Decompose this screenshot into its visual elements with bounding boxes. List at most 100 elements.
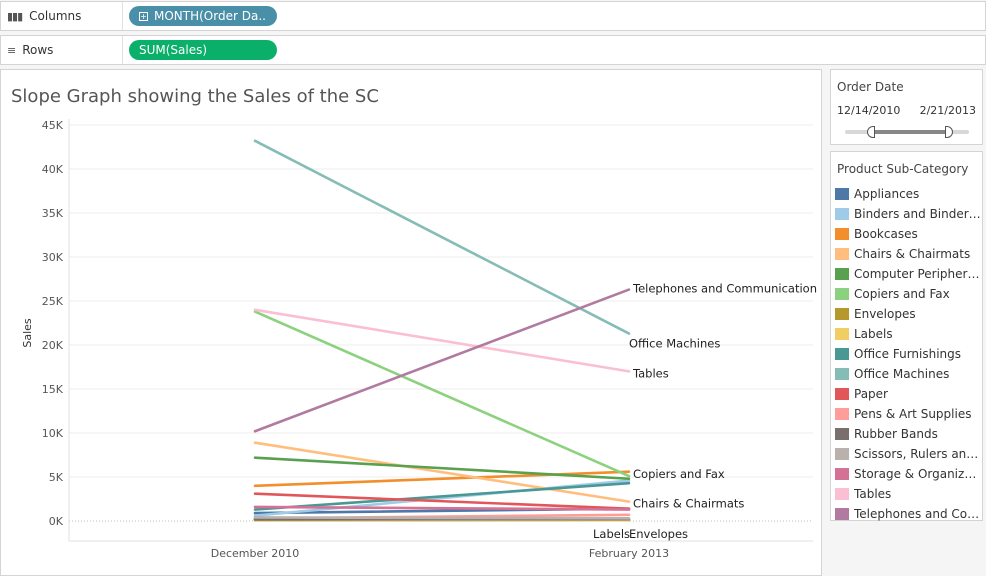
slider-fill bbox=[871, 130, 947, 134]
y-tick-label: 35K bbox=[42, 207, 64, 220]
series-end-label: Labels bbox=[593, 527, 630, 541]
legend-swatch bbox=[835, 368, 849, 380]
order-date-title: Order Date bbox=[837, 80, 904, 94]
series-end-label: Chairs & Chairmats bbox=[633, 497, 744, 511]
x-tick-label: December 2010 bbox=[211, 547, 300, 560]
date-range-slider[interactable] bbox=[845, 126, 969, 138]
legend-swatch bbox=[835, 188, 849, 200]
legend-swatch bbox=[835, 388, 849, 400]
series-line[interactable] bbox=[253, 441, 631, 503]
slider-end-handle[interactable] bbox=[945, 126, 953, 138]
series-end-label: Telephones and Communication bbox=[632, 282, 817, 296]
rows-pill-label: SUM(Sales) bbox=[139, 43, 208, 57]
series-line[interactable] bbox=[253, 456, 631, 481]
legend-item-label: Labels bbox=[854, 327, 893, 341]
y-axis-title: Sales bbox=[21, 318, 34, 348]
legend-item-label: Copiers and Fax bbox=[854, 287, 950, 301]
legend-item-label: Tables bbox=[854, 487, 892, 501]
legend-card: Product Sub-Category Appliances Binders a… bbox=[830, 151, 983, 521]
expand-plus-icon[interactable]: + bbox=[139, 11, 148, 21]
legend-swatch bbox=[835, 508, 849, 520]
legend-swatch bbox=[835, 468, 849, 480]
y-tick-label: 15K bbox=[42, 383, 64, 396]
series-line[interactable] bbox=[253, 310, 631, 478]
legend-swatch bbox=[835, 208, 849, 220]
slope-chart[interactable]: 0K 5K 10K 15K 20K 25K 30K 35K 40K 45K Sales Decembe… bbox=[1, 70, 821, 575]
date-range-values: 12/14/2010 2/21/2013 bbox=[831, 94, 982, 117]
y-tick-label: 30K bbox=[42, 251, 64, 264]
x-tick-label: February 2013 bbox=[589, 547, 669, 560]
legend-item-label: Pens & Art Supplies bbox=[854, 407, 972, 421]
y-tick-label: 5K bbox=[49, 471, 64, 484]
legend-item-label: Computer Peripherals bbox=[854, 267, 982, 281]
y-tick-label: 40K bbox=[42, 163, 64, 176]
rows-pill-sum-sales[interactable]: SUM(Sales) bbox=[129, 40, 277, 60]
slider-start-handle[interactable] bbox=[867, 126, 875, 138]
columns-pill-label: MONTH(Order Da.. bbox=[154, 9, 266, 23]
rows-label: Rows bbox=[22, 43, 54, 57]
legend-item-label: Telephones and Com.. bbox=[854, 507, 982, 521]
legend-item-label: Rubber Bands bbox=[854, 427, 938, 441]
legend-item[interactable]: Labels bbox=[835, 324, 982, 344]
legend-item[interactable]: Pens & Art Supplies bbox=[835, 404, 982, 424]
legend-swatch bbox=[835, 288, 849, 300]
legend-item[interactable]: Telephones and Com.. bbox=[835, 504, 982, 524]
series-line[interactable] bbox=[253, 492, 631, 510]
chart-title: Slope Graph showing the Sales of the SC bbox=[11, 86, 379, 107]
legend-swatch bbox=[835, 268, 849, 280]
y-tick-label: 45K bbox=[42, 119, 64, 132]
legend-item-label: Storage & Organizati.. bbox=[854, 467, 982, 481]
legend-swatch bbox=[835, 248, 849, 260]
legend-list: Appliances Binders and Binder A.. Bookcase… bbox=[831, 176, 982, 524]
series-line[interactable] bbox=[253, 308, 631, 373]
legend-swatch bbox=[835, 328, 849, 340]
legend-item[interactable]: Appliances bbox=[835, 184, 982, 204]
legend-item[interactable]: Bookcases bbox=[835, 224, 982, 244]
rows-shelf: ≡ Rows SUM(Sales) bbox=[0, 35, 986, 65]
columns-shelf: ▮▮▮ Columns + MONTH(Order Da.. bbox=[0, 1, 986, 31]
legend-item[interactable]: Rubber Bands bbox=[835, 424, 982, 444]
columns-pill-month-order-date[interactable]: + MONTH(Order Da.. bbox=[129, 6, 277, 26]
legend-swatch bbox=[835, 308, 849, 320]
legend-swatch bbox=[835, 488, 849, 500]
series-end-label: Tables bbox=[632, 366, 669, 380]
legend-title: Product Sub-Category bbox=[837, 162, 969, 176]
legend-swatch bbox=[835, 348, 849, 360]
legend-item[interactable]: Copiers and Fax bbox=[835, 284, 982, 304]
series-line[interactable] bbox=[253, 481, 631, 511]
legend-item[interactable]: Scissors, Rulers and .. bbox=[835, 444, 982, 464]
legend-swatch bbox=[835, 428, 849, 440]
rows-shelf-label-area: ≡ Rows bbox=[1, 36, 123, 64]
legend-swatch bbox=[835, 408, 849, 420]
legend-item[interactable]: Office Machines bbox=[835, 364, 982, 384]
chart-panel: Slope Graph showing the Sales of the SC … bbox=[0, 69, 822, 576]
legend-item[interactable]: Office Furnishings bbox=[835, 344, 982, 364]
legend-swatch bbox=[835, 228, 849, 240]
legend-item[interactable]: Chairs & Chairmats bbox=[835, 244, 982, 264]
series-end-label: Envelopes bbox=[629, 527, 688, 541]
columns-label: Columns bbox=[29, 9, 82, 23]
order-date-filter-card: Order Date 12/14/2010 2/21/2013 bbox=[830, 69, 983, 145]
series-line[interactable] bbox=[253, 516, 631, 520]
legend-item[interactable]: Storage & Organizati.. bbox=[835, 464, 982, 484]
legend-item-label: Chairs & Chairmats bbox=[854, 247, 971, 261]
legend-item[interactable]: Binders and Binder A.. bbox=[835, 204, 982, 224]
legend-item-label: Envelopes bbox=[854, 307, 916, 321]
legend-item[interactable]: Envelopes bbox=[835, 304, 982, 324]
date-end: 2/21/2013 bbox=[919, 104, 976, 117]
legend-item[interactable]: Paper bbox=[835, 384, 982, 404]
series-line[interactable] bbox=[253, 470, 631, 488]
legend-swatch bbox=[835, 448, 849, 460]
y-tick-label: 10K bbox=[42, 427, 64, 440]
legend-item[interactable]: Tables bbox=[835, 484, 982, 504]
legend-item-label: Binders and Binder A.. bbox=[854, 207, 982, 221]
legend-item-label: Office Furnishings bbox=[854, 347, 962, 361]
legend-item-label: Appliances bbox=[854, 187, 920, 201]
series-line[interactable] bbox=[253, 139, 631, 335]
series-line[interactable] bbox=[253, 505, 631, 511]
y-tick-label: 25K bbox=[42, 295, 64, 308]
y-tick-label: 0K bbox=[49, 515, 64, 528]
series-line[interactable] bbox=[253, 288, 631, 433]
legend-item[interactable]: Computer Peripherals bbox=[835, 264, 982, 284]
series-end-label: Copiers and Fax bbox=[633, 467, 725, 481]
